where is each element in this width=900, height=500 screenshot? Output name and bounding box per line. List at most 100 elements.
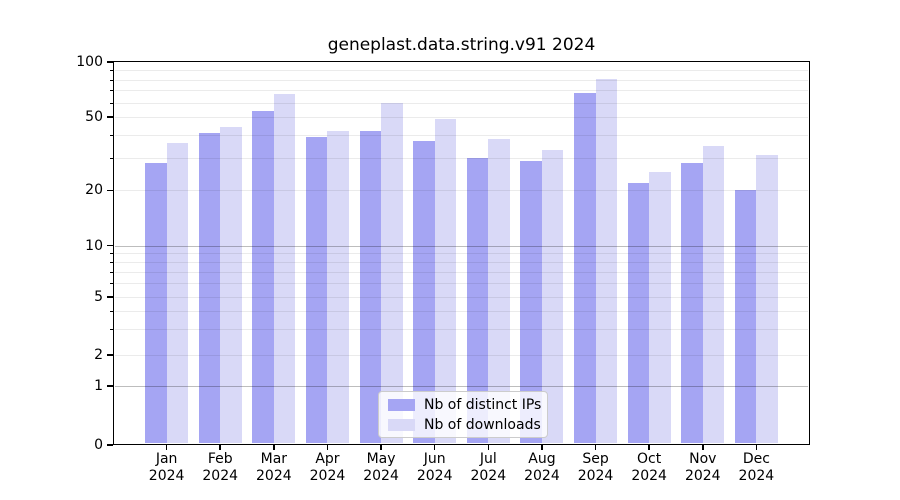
bar-distinct-ips-aug [520,160,542,444]
y-tick-label: 5 [94,289,103,305]
y-tick [106,296,113,298]
legend-entry-downloads: Nb of downloads [388,416,541,433]
gridline-minor-90 [115,70,808,72]
gridline-major-1 [115,386,808,387]
y-minor-tick [109,70,113,72]
bar-downloads-nov [702,145,725,444]
legend-label-distinct-ips: Nb of distinct IPs [424,396,542,413]
bar-distinct-ips-jun [413,141,435,444]
gridline-minor-5 [115,297,808,298]
gridline-minor-8 [115,262,808,264]
gridline-minor-30 [115,157,808,159]
x-tick [219,445,221,450]
y-tick-label: 0 [94,437,103,453]
legend-swatch-downloads [388,418,415,431]
x-tick [755,445,758,450]
x-tick [648,445,650,450]
bar-distinct-ips-jan [145,163,167,444]
x-tick-label: Dec 2024 [738,451,775,484]
y-tick-label: 2 [94,347,103,363]
y-minor-tick [109,90,113,92]
y-tick-label: 1 [94,378,103,394]
y-minor-tick [109,135,113,137]
x-tick [594,445,597,450]
y-tick-label: 50 [85,109,103,126]
y-tick-label: 10 [85,237,103,254]
gridline-major-10 [115,245,808,247]
bar-downloads-may [381,102,403,444]
bar-distinct-ips-may [359,131,382,444]
x-tick-label: May 2024 [363,451,399,484]
bar-distinct-ips-feb [198,133,221,444]
y-minor-tick [109,272,113,273]
gridline-minor-70 [115,90,808,92]
bar-downloads-jan [166,143,189,444]
y-tick [106,385,113,387]
bar-distinct-ips-mar [252,111,274,444]
y-minor-tick [109,157,113,159]
x-tick [326,445,329,450]
bar-distinct-ips-nov [681,163,703,444]
bar-distinct-ips-sep [574,92,596,444]
x-tick [165,445,168,450]
chart-title: geneplast.data.string.v91 2024 [327,35,596,55]
gridline-minor-9 [115,253,808,255]
y-minor-tick [109,311,113,313]
x-tick [487,445,490,450]
y-minor-tick [109,283,113,285]
gridline-minor-4 [115,311,808,313]
gridline-minor-7 [115,272,808,273]
legend-label-downloads: Nb of downloads [424,416,541,433]
bar-downloads-aug [541,150,564,444]
gridline-minor-80 [115,79,808,81]
x-tick-label: Sep 2024 [577,451,614,484]
x-tick-label: Nov 2024 [684,451,721,484]
legend: Nb of distinct IPs Nb of downloads [378,391,548,438]
bar-distinct-ips-apr [305,137,328,444]
bar-downloads-jun [434,118,457,444]
y-tick [106,116,113,118]
x-tick-label: Feb 2024 [202,451,239,484]
bar-downloads-mar [273,93,296,444]
y-tick [106,61,113,63]
x-tick [273,445,275,450]
x-tick [433,445,436,450]
x-tick-label: Mar 2024 [256,451,292,484]
x-tick-label: Jan 2024 [148,451,185,484]
bar-downloads-jul [488,139,510,444]
x-tick-label: Aug 2024 [524,451,560,484]
bar-downloads-dec [756,155,778,444]
legend-swatch-distinct-ips [388,398,415,411]
y-minor-tick [109,79,113,81]
x-tick [541,445,543,450]
gridline-minor-2 [115,355,808,356]
bar-downloads-feb [220,127,242,444]
y-tick [106,189,113,191]
x-tick-label: Jul 2024 [470,451,507,484]
x-tick [380,445,382,450]
y-minor-tick [109,253,113,255]
x-tick [702,445,704,450]
y-minor-tick [109,329,113,331]
gridline-minor-50 [115,117,808,119]
gridline-minor-60 [115,102,808,104]
bar-downloads-sep [595,78,618,444]
x-tick-label: Oct 2024 [631,451,667,484]
gridline-minor-6 [115,283,808,285]
bar-downloads-oct [649,172,671,444]
bar-distinct-ips-dec [734,190,757,444]
bar-distinct-ips-jul [466,157,489,444]
y-tick-label: 100 [76,54,103,70]
y-tick [106,244,113,247]
gridline-minor-3 [115,329,808,331]
bar-downloads-apr [327,131,349,444]
y-minor-tick [109,102,113,104]
bar-distinct-ips-oct [627,182,650,444]
y-tick [106,354,113,356]
x-tick-label: Apr 2024 [309,451,346,484]
gridline-minor-40 [115,135,808,137]
legend-entry-distinct-ips: Nb of distinct IPs [388,396,542,413]
y-tick-label: 20 [85,182,103,199]
y-tick [106,444,113,446]
